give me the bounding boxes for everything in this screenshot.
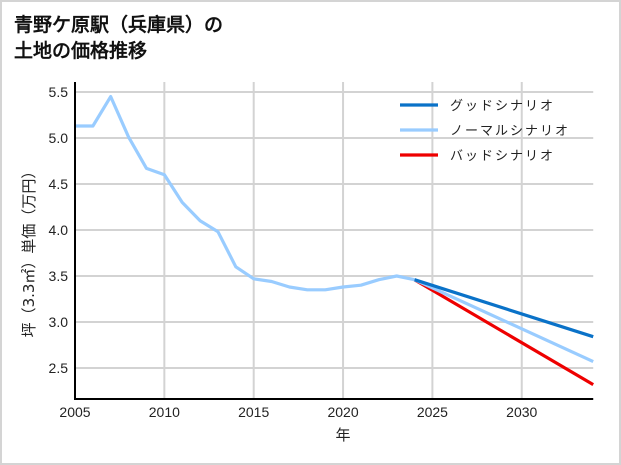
chart-title: 青野ケ原駅（兵庫県）の 土地の価格推移 <box>14 12 223 64</box>
y-tick-label: 3.0 <box>49 314 69 330</box>
x-tick-labels: 2005 2010 2015 2020 2025 2030 <box>59 404 537 420</box>
series-line <box>414 278 594 339</box>
series-line <box>413 278 594 364</box>
x-axis-label: 年 <box>336 426 351 444</box>
y-tick-label: 4.5 <box>49 176 69 192</box>
series-line <box>413 278 595 386</box>
y-tick-label: 4.0 <box>49 222 69 238</box>
legend-label: バッドシナリオ <box>450 149 555 164</box>
series-line <box>75 94 415 292</box>
legend-label: ノーマルシナリオ <box>450 124 570 139</box>
y-tick-label: 2.5 <box>49 360 69 376</box>
x-tick-label: 2025 <box>417 404 448 420</box>
x-tick-label: 2030 <box>506 404 537 420</box>
y-tick-label: 5.5 <box>49 84 69 100</box>
x-tick-label: 2020 <box>327 404 358 420</box>
y-tick-label: 3.5 <box>49 268 69 284</box>
data-lines <box>75 94 595 386</box>
axes <box>74 82 594 400</box>
y-tick-label: 5.0 <box>49 130 69 146</box>
x-tick-label: 2005 <box>59 404 90 420</box>
x-tick-label: 2015 <box>238 404 269 420</box>
y-axis-label: 坪（3.3㎡）単価（万円） <box>20 164 38 338</box>
x-tick-label: 2010 <box>149 404 180 420</box>
y-tick-labels: 2.5 3.0 3.5 4.0 4.5 5.0 5.5 <box>49 84 69 376</box>
chart-title-line1: 青野ケ原駅（兵庫県）の <box>14 14 224 36</box>
legend-label: グッドシナリオ <box>450 99 555 114</box>
chart-title-line2: 土地の価格推移 <box>14 40 148 62</box>
